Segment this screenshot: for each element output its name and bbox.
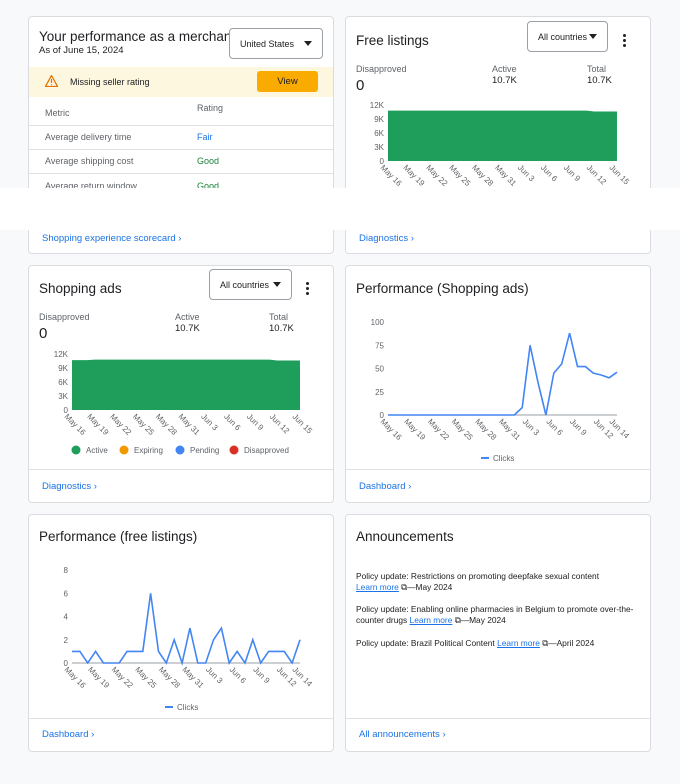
learn-more[interactable]: Learn more bbox=[409, 615, 453, 625]
announcement: Policy update: Brazil Political Content … bbox=[356, 638, 595, 648]
menu[interactable] bbox=[306, 282, 309, 297]
link-text[interactable]: Diagnostics bbox=[359, 233, 409, 244]
stat-label: Active bbox=[492, 64, 517, 74]
announcement-date: —April 2024 bbox=[548, 638, 595, 648]
link[interactable]: Shopping experience scorecard › bbox=[42, 233, 182, 244]
link-text[interactable]: Dashboard bbox=[42, 729, 89, 740]
link[interactable]: Dashboard › bbox=[42, 729, 95, 740]
link-text[interactable]: Shopping experience scorecard bbox=[42, 233, 176, 244]
stat-label: Disapproved bbox=[39, 312, 90, 322]
view-button[interactable]: View bbox=[257, 71, 318, 92]
announcement: Policy update: Enabling online pharmacie… bbox=[356, 604, 634, 625]
column-header: Rating bbox=[197, 103, 224, 113]
announcement-text: Policy update: Brazil Political Content bbox=[356, 638, 495, 648]
stat-value: 0 bbox=[356, 77, 365, 94]
link-text[interactable]: All announcements bbox=[359, 729, 440, 740]
announcement-text: Policy update: Restrictions on promoting… bbox=[356, 571, 600, 581]
card-title: Your performance as a merchant bbox=[39, 29, 236, 44]
link[interactable]: Diagnostics › bbox=[42, 481, 97, 492]
rating: Fair bbox=[197, 132, 213, 142]
stat-label: Active bbox=[175, 312, 200, 322]
menu[interactable] bbox=[623, 34, 626, 49]
rating: Good bbox=[197, 181, 220, 191]
stat-value: 10.7K bbox=[269, 323, 294, 334]
stat-value: 10.7K bbox=[587, 75, 612, 86]
card-title: Free listings bbox=[356, 33, 429, 48]
performance-shopping-card: Performance (Shopping ads) Dashboard › bbox=[345, 265, 651, 503]
warning-icon bbox=[45, 75, 58, 87]
caret bbox=[273, 282, 281, 287]
shopping-ads-card: Shopping ads All countries Disapproved 0… bbox=[28, 265, 334, 503]
country-select[interactable]: All countries bbox=[209, 269, 292, 300]
learn-more[interactable]: Learn more bbox=[356, 582, 399, 592]
announcement-date: —May 2024 bbox=[460, 615, 506, 625]
country-select[interactable]: United States bbox=[229, 28, 323, 59]
caret bbox=[304, 41, 312, 46]
card-title: Announcements bbox=[356, 529, 454, 544]
announcement: Policy update: Restrictions on promoting… bbox=[356, 571, 600, 592]
select-value: All countries bbox=[538, 31, 588, 42]
metric: Average shipping cost bbox=[45, 156, 134, 166]
card-title: Performance (Shopping ads) bbox=[356, 281, 529, 296]
announcement-date: —May 2024 bbox=[407, 582, 453, 592]
performance-free-card: Performance (free listings) Dashboard › bbox=[28, 514, 334, 752]
link-text[interactable]: Dashboard bbox=[359, 481, 406, 492]
stat-value: 0 bbox=[39, 325, 48, 342]
select-value: United States bbox=[240, 38, 295, 49]
announcements-card: Announcements Policy update: Restriction… bbox=[345, 514, 651, 752]
stat-label: Disapproved bbox=[356, 64, 407, 74]
learn-more[interactable]: Learn more bbox=[497, 638, 540, 648]
link[interactable]: Diagnostics › bbox=[359, 233, 414, 244]
merchant-card: Your performance as a merchant As of Jun… bbox=[28, 16, 334, 254]
stat-label: Total bbox=[269, 312, 289, 322]
card-title: Performance (free listings) bbox=[39, 529, 198, 544]
metric: Average delivery time bbox=[45, 132, 132, 142]
rating: Good bbox=[197, 156, 220, 166]
select-value: All countries bbox=[220, 279, 270, 290]
link[interactable]: Dashboard › bbox=[359, 481, 412, 492]
stat-value: 10.7K bbox=[175, 323, 200, 334]
announcement-text: Policy update: Enabling online pharmacie… bbox=[356, 604, 634, 625]
metric: Average return window bbox=[45, 181, 137, 191]
overlay-band bbox=[0, 188, 680, 230]
column-header: Metric bbox=[45, 108, 70, 118]
link[interactable]: All announcements › bbox=[359, 729, 446, 740]
alert-band: Missing seller rating View bbox=[29, 67, 333, 97]
link-text[interactable]: Diagnostics bbox=[42, 481, 92, 492]
stat-value: 10.7K bbox=[492, 75, 517, 86]
stat-label: Total bbox=[587, 64, 607, 74]
alert-text: Missing seller rating bbox=[70, 77, 150, 87]
date: As of June 15, 2024 bbox=[39, 45, 124, 56]
caret bbox=[589, 34, 597, 39]
country-select[interactable]: All countries bbox=[527, 21, 608, 52]
card-title: Shopping ads bbox=[39, 281, 122, 296]
